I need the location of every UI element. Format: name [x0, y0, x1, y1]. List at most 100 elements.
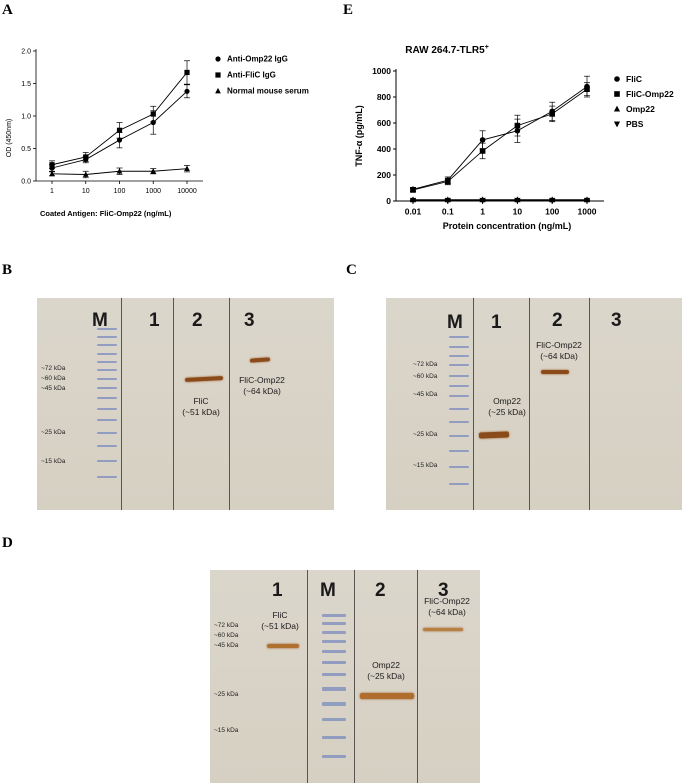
legend-marker [614, 76, 620, 82]
data-point [444, 197, 451, 204]
data-point [584, 86, 590, 92]
band-omp22 [478, 431, 510, 439]
band-label-omp22: Omp22 (~25 kDa) [356, 660, 416, 682]
marker-label: ~60 kDa [41, 375, 66, 382]
panel-letter-a: A [2, 2, 13, 18]
ladder-band [97, 460, 117, 462]
y-tick-label: 400 [377, 144, 391, 154]
data-point [409, 197, 417, 204]
ladder-band [449, 408, 469, 410]
legend-marker [215, 87, 221, 94]
legend-marker [613, 105, 621, 112]
x-tick-label: 1 [480, 207, 485, 217]
band-label-flic-omp22: FliC-Omp22 (~64 kDa) [526, 340, 592, 362]
marker-label: ~15 kDa [413, 462, 438, 469]
ladder-band [449, 466, 469, 468]
x-tick-label: 100 [114, 188, 126, 195]
ladder-band [449, 375, 469, 377]
band-size: (~64 kDa) [243, 386, 281, 396]
ladder-band [449, 364, 469, 366]
chart-e-tnf: RAW 264.7-TLR5+ TNF-α (pg/mL) Protein co… [354, 44, 674, 231]
ladder-band [322, 718, 346, 721]
panel-letter-c: C [346, 262, 357, 278]
legend-entry: Omp22 [626, 104, 655, 114]
data-point [116, 137, 123, 143]
marker-label: ~15 kDa [41, 458, 66, 465]
lane-divider [589, 298, 590, 510]
legend-marker [614, 91, 620, 97]
ladder-band [322, 702, 346, 706]
blot-c: M 1 2 3 ~72 kDa ~60 kDa ~45 kDa ~25 kDa … [386, 298, 682, 510]
lane-divider [173, 298, 174, 510]
ladder-band [449, 385, 469, 387]
legend-entry: FliC [626, 74, 642, 84]
series-flic-omp22 [410, 82, 590, 193]
ladder-band [449, 395, 469, 397]
blot-d: 1 M 2 3 ~72 kDa ~60 kDa ~45 kDa ~25 kDa … [210, 570, 480, 783]
ladder-band [97, 336, 117, 338]
ladder-band [322, 650, 346, 653]
data-point [116, 168, 123, 174]
band-name: FliC [193, 396, 209, 406]
band-flic-omp22 [541, 370, 569, 374]
chart-e-title-sup: + [485, 44, 489, 51]
lane-label-3: 3 [244, 310, 255, 331]
ladder-band [322, 631, 346, 634]
lane-divider [307, 570, 308, 783]
chart-a-xlabel: Coated Antigen: FliC-Omp22 (ng/mL) [40, 209, 172, 218]
band-omp22 [360, 693, 414, 699]
chart-e-title-main: RAW 264.7-TLR5 [405, 45, 485, 56]
series-line [51, 72, 188, 166]
ladder-band [322, 622, 346, 625]
ladder-band [322, 755, 346, 758]
chart-a-series [49, 60, 190, 179]
y-tick-label: 1.0 [21, 113, 31, 120]
ladder-band [97, 361, 117, 363]
marker-label: ~60 kDa [413, 373, 438, 380]
lane-label-1: 1 [491, 312, 502, 333]
chart-a-ylabel: OD (450nm) [6, 119, 13, 158]
legend-entry: Anti-FliC IgG [227, 71, 276, 80]
y-tick-label: 0 [386, 196, 391, 206]
x-tick-label: 10000 [177, 188, 197, 195]
data-point [410, 187, 416, 193]
chart-e-ylabel: TNF-α (pg/mL) [354, 105, 364, 167]
band-name: Omp22 [372, 660, 400, 670]
ladder-band [97, 419, 117, 421]
y-tick-label: 600 [377, 118, 391, 128]
data-point [150, 168, 157, 174]
series-flic [410, 75, 590, 193]
legend-marker [613, 121, 621, 128]
lane-label-m: M [447, 312, 463, 333]
band-label-omp22: Omp22 (~25 kDa) [478, 396, 536, 418]
ladder-band [97, 378, 117, 380]
marker-label: ~60 kDa [214, 632, 239, 639]
marker-label: ~15 kDa [214, 727, 239, 734]
band-flic [267, 644, 299, 648]
data-point [549, 111, 555, 117]
ladder-band [97, 387, 117, 389]
band-size: (~51 kDa) [261, 621, 299, 631]
x-tick-label: 1 [50, 188, 54, 195]
series-normal-mouse-serum [49, 165, 190, 179]
x-tick-label: 100 [545, 207, 559, 217]
data-point [479, 197, 486, 204]
data-point [49, 162, 55, 168]
lane-divider [229, 298, 230, 510]
ladder-band [97, 432, 117, 434]
lane-label-m: M [92, 310, 108, 331]
lane-label-3: 3 [611, 310, 622, 331]
band-size: (~25 kDa) [367, 671, 405, 681]
chart-a-axes: 0.0 0.5 1.0 1.5 2.0 1 10 100 1000 10000 [21, 48, 203, 195]
data-point [479, 148, 486, 154]
data-point [479, 137, 486, 143]
y-tick-label: 200 [377, 170, 391, 180]
marker-label: ~45 kDa [214, 642, 239, 649]
ladder-band [449, 355, 469, 357]
band-size: (~51 kDa) [182, 407, 220, 417]
band-name: FliC [272, 610, 288, 620]
ladder-band [322, 614, 346, 617]
data-point [583, 197, 591, 204]
band-name: FliC-Omp22 [424, 596, 470, 606]
ladder-band [97, 328, 117, 330]
